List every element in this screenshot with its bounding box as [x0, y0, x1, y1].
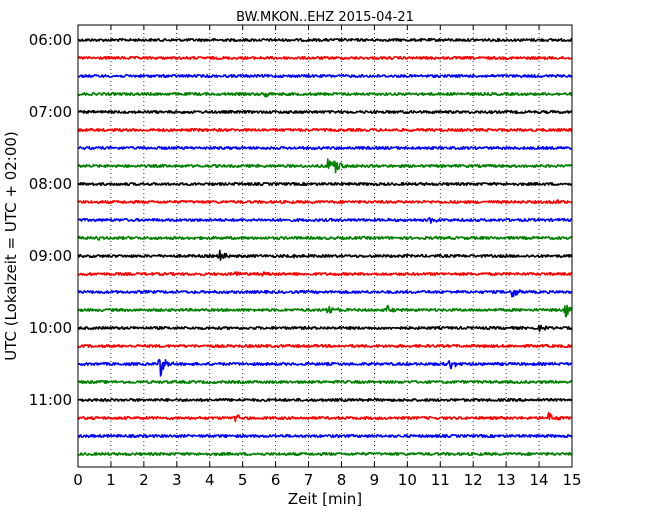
trace-1000 — [77, 324, 573, 333]
trace-1100 — [77, 397, 573, 403]
trace-0715 — [77, 127, 573, 133]
x-axis-label: Zeit [min] — [288, 490, 362, 508]
trace-0615 — [77, 55, 573, 61]
plot-frame — [77, 24, 573, 468]
trace-0945 — [77, 304, 573, 318]
x-tick-label: 5 — [238, 471, 248, 489]
y-tick-label: 09:00 — [29, 247, 72, 265]
y-axis-label: UTC (Lokalzeit = UTC + 02:00) — [2, 131, 20, 361]
y-tick-label: 10:00 — [29, 319, 72, 337]
trace-0815 — [77, 199, 573, 205]
trace-1145 — [77, 451, 573, 457]
x-tick-label: 14 — [530, 471, 549, 489]
x-tick-label: 12 — [464, 471, 483, 489]
trace-0800 — [77, 181, 573, 187]
trace-group — [77, 37, 573, 457]
x-tick-label: 0 — [73, 471, 83, 489]
y-tick-label: 11:00 — [29, 391, 72, 409]
trace-0630 — [77, 73, 573, 79]
grid-lines — [110, 25, 540, 467]
x-tick-label: 1 — [106, 471, 116, 489]
trace-0830 — [77, 216, 573, 224]
trace-0600 — [77, 37, 573, 43]
x-tick-label: 10 — [398, 471, 417, 489]
x-tick-label: 2 — [139, 471, 149, 489]
x-tick-label: 3 — [172, 471, 182, 489]
trace-1030 — [77, 358, 573, 377]
x-tick-label: 9 — [370, 471, 380, 489]
trace-0930 — [77, 288, 573, 298]
y-tick-label: 07:00 — [29, 103, 72, 121]
y-tick-label: 06:00 — [29, 31, 72, 49]
x-tick-label: 7 — [304, 471, 314, 489]
trace-0900 — [77, 249, 573, 261]
trace-1045 — [77, 379, 573, 385]
x-tick-label: 6 — [271, 471, 281, 489]
x-tick-label: 15 — [562, 471, 581, 489]
trace-0915 — [77, 271, 573, 277]
trace-0845 — [77, 235, 573, 241]
ticks: 0 1 2 3 4 5 6 7 8 9 10 11 12 13 14 1506:0007:0008:0009:… — [29, 25, 582, 489]
trace-0645 — [77, 91, 573, 98]
trace-1115 — [77, 411, 573, 423]
chart-title: BW.MKON..EHZ 2015-04-21 — [236, 10, 414, 25]
x-tick-label: 4 — [205, 471, 215, 489]
y-tick-label: 08:00 — [29, 175, 72, 193]
trace-1130 — [77, 433, 573, 439]
x-tick-label: 13 — [497, 471, 516, 489]
trace-0745 — [77, 158, 573, 174]
trace-0700 — [77, 109, 573, 115]
x-tick-label: 8 — [337, 471, 347, 489]
trace-1015 — [77, 343, 573, 349]
x-tick-label: 11 — [431, 471, 450, 489]
trace-0730 — [77, 145, 573, 151]
